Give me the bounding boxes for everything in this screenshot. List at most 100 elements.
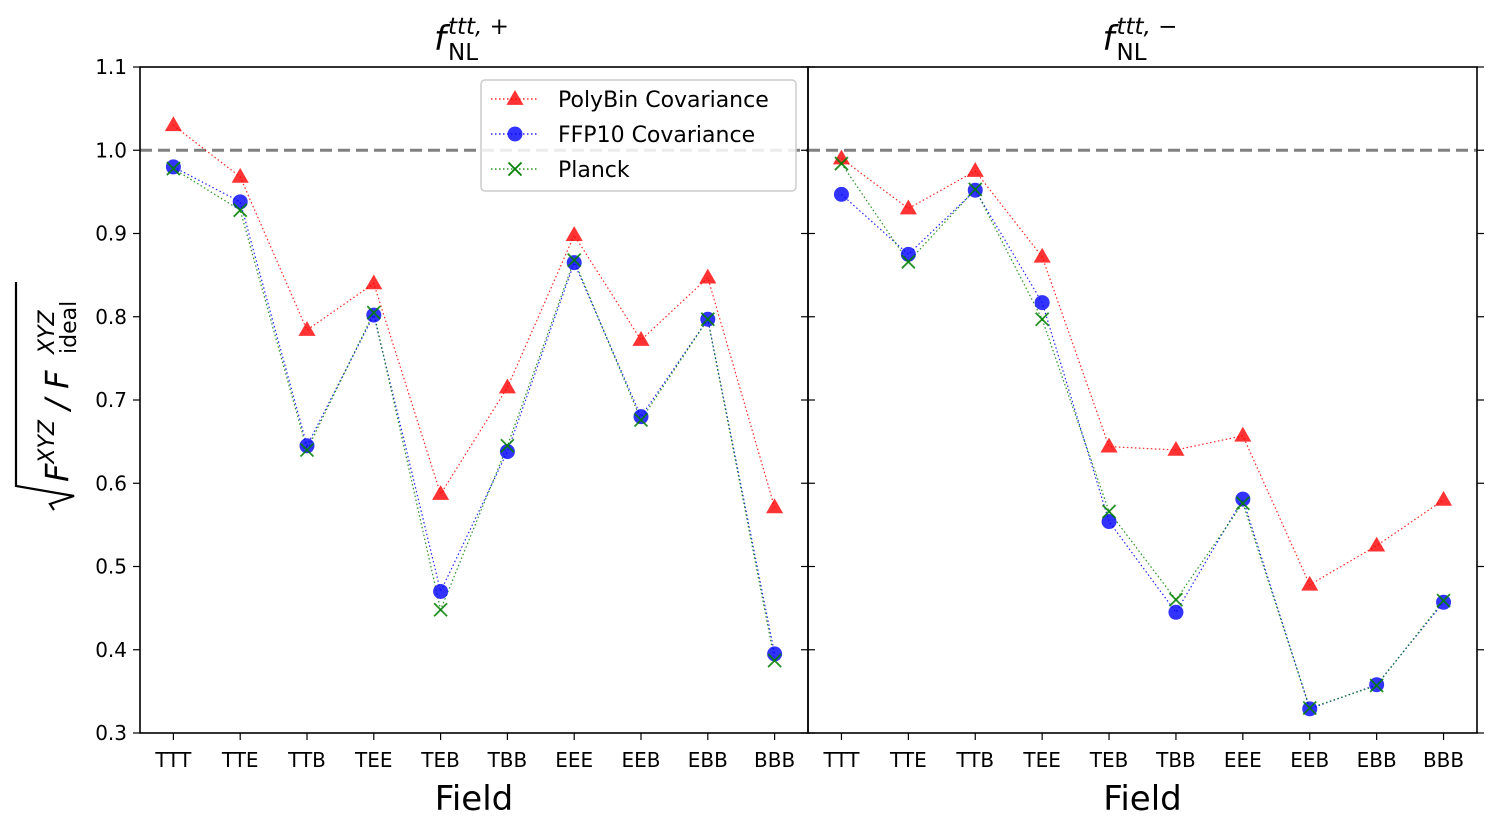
legend-label: Planck (558, 158, 630, 183)
ffp10-covariance-point (833, 186, 849, 202)
series-line-polybin-covariance (173, 124, 776, 508)
planck-point (700, 312, 715, 327)
polybin-covariance-point (832, 149, 850, 165)
ffp10-covariance-point (1168, 604, 1184, 620)
ffp10-covariance-point (165, 159, 181, 175)
ffp10-covariance-point (1436, 594, 1452, 610)
radical-sign (14, 282, 75, 511)
polybin-covariance-point (164, 116, 182, 132)
polybin-covariance-point (565, 226, 583, 242)
polybin-covariance-point (365, 274, 383, 290)
legend-label: PolyBin Covariance (558, 88, 769, 113)
polybin-covariance-point (1033, 247, 1051, 263)
polybin-covariance-point (498, 378, 516, 394)
panel-1: TTT TTE TTB TEE TEB TBB EEE EEB EBB BBB 0.3 0.4 0.5 0… (95, 14, 815, 819)
ffp10-covariance-point (1101, 514, 1117, 530)
panel-2: TTT TTE TTB TEE TEB TBB EEE EEB EBB BBB Field f NLtt… (801, 14, 1484, 819)
polybin-covariance-point (1234, 426, 1252, 442)
series-line-ffp10-covariance (173, 166, 776, 655)
planck-point (299, 442, 315, 458)
x-tick-label: EBB (688, 748, 728, 772)
ffp10-covariance-point (566, 255, 582, 271)
x-tick-label: TBB (487, 748, 528, 772)
title-subscript: NL (1117, 40, 1147, 66)
planck-point (1369, 678, 1384, 693)
planck-point (633, 412, 649, 428)
planck-point (1101, 504, 1117, 519)
planck-point (567, 253, 582, 268)
x-tick-label: TEE (354, 748, 393, 772)
polybin-covariance-point (1100, 437, 1118, 453)
x-tick-label: TBB (1155, 748, 1196, 772)
ffp10-covariance-point (900, 246, 916, 262)
y-tick-label: 1.1 (95, 55, 127, 79)
planck-point (1436, 593, 1451, 608)
ffp10-covariance-point (299, 438, 315, 454)
x-tick-label: TEB (1089, 748, 1129, 772)
x-tick-label: BBB (1423, 748, 1464, 772)
x-tick-label: TTT (154, 748, 192, 772)
x-tick-label: TEB (420, 748, 460, 772)
x-tick-label: EBB (1357, 748, 1397, 772)
x-tick-label: TTE (889, 748, 927, 772)
planck-point (1168, 592, 1184, 607)
legend-entry: FFP10 Covariance (491, 123, 755, 148)
legend-box (480, 79, 797, 192)
planck-point (233, 203, 248, 218)
x-tick-label: TTE (221, 748, 259, 772)
series-line-planck (173, 168, 776, 661)
y-tick-label: 0.9 (95, 222, 127, 246)
polybin-covariance-point (432, 485, 450, 500)
x-axis-label: Field (1103, 779, 1181, 819)
x-tick-label: TTB (287, 748, 326, 772)
polybin-covariance-point (632, 331, 650, 346)
ffp10-covariance-point (633, 409, 649, 425)
planck-point (767, 653, 782, 668)
polybin-covariance-point (1368, 536, 1386, 552)
polybin-covariance-point (298, 321, 316, 336)
polybin-covariance-point (966, 162, 984, 177)
ffp10-covariance-point (232, 194, 248, 210)
polybin-covariance-point (1435, 490, 1453, 506)
y-axis-label-text: FXYZ / F (35, 370, 76, 482)
x-tick-label: TEE (1022, 748, 1061, 772)
ffp10-covariance-point (366, 307, 382, 323)
planck-point (366, 305, 381, 320)
plot-frame (807, 66, 1478, 734)
y-tick-label: 0.7 (95, 388, 127, 412)
x-axis-label: Field (435, 779, 513, 819)
legend-marker-triangle (506, 90, 524, 105)
planck-point (500, 438, 515, 453)
y-tick-label: 0.3 (95, 721, 127, 745)
polybin-covariance-point (1301, 575, 1319, 591)
ffp10-covariance-point (1034, 295, 1050, 311)
planck-point (1302, 700, 1317, 716)
y-tick-label: 1.0 (95, 138, 127, 162)
y-label-denominator-sub: ideal (57, 301, 82, 354)
y-tick-label: 0.8 (95, 305, 127, 329)
x-tick-label: EEB (622, 748, 661, 772)
polybin-covariance-point (699, 268, 717, 284)
y-tick-label: 0.5 (95, 555, 127, 579)
planck-point (968, 182, 983, 197)
ffp10-covariance-point (433, 583, 449, 599)
polybin-covariance-point (231, 167, 249, 183)
x-tick-label: BBB (754, 748, 795, 772)
series-line-polybin-covariance (841, 158, 1444, 586)
planck-point (1035, 312, 1050, 327)
y-tick-label: 0.6 (95, 471, 127, 495)
legend-label: FFP10 Covariance (558, 123, 755, 148)
planck-point (1235, 496, 1250, 511)
planck-point (433, 602, 448, 617)
legend-entry: Planck (491, 158, 630, 183)
y-tick-label: 0.4 (95, 638, 127, 662)
polybin-covariance-point (766, 498, 784, 514)
legend-marker-x (507, 161, 523, 177)
title-superscript: ttt, − (1117, 14, 1178, 40)
x-tick-label: EEE (1224, 748, 1262, 772)
x-tick-label: TTT (822, 748, 860, 772)
legend: PolyBin Covariance FFP10 Covariance Planck (480, 79, 797, 192)
